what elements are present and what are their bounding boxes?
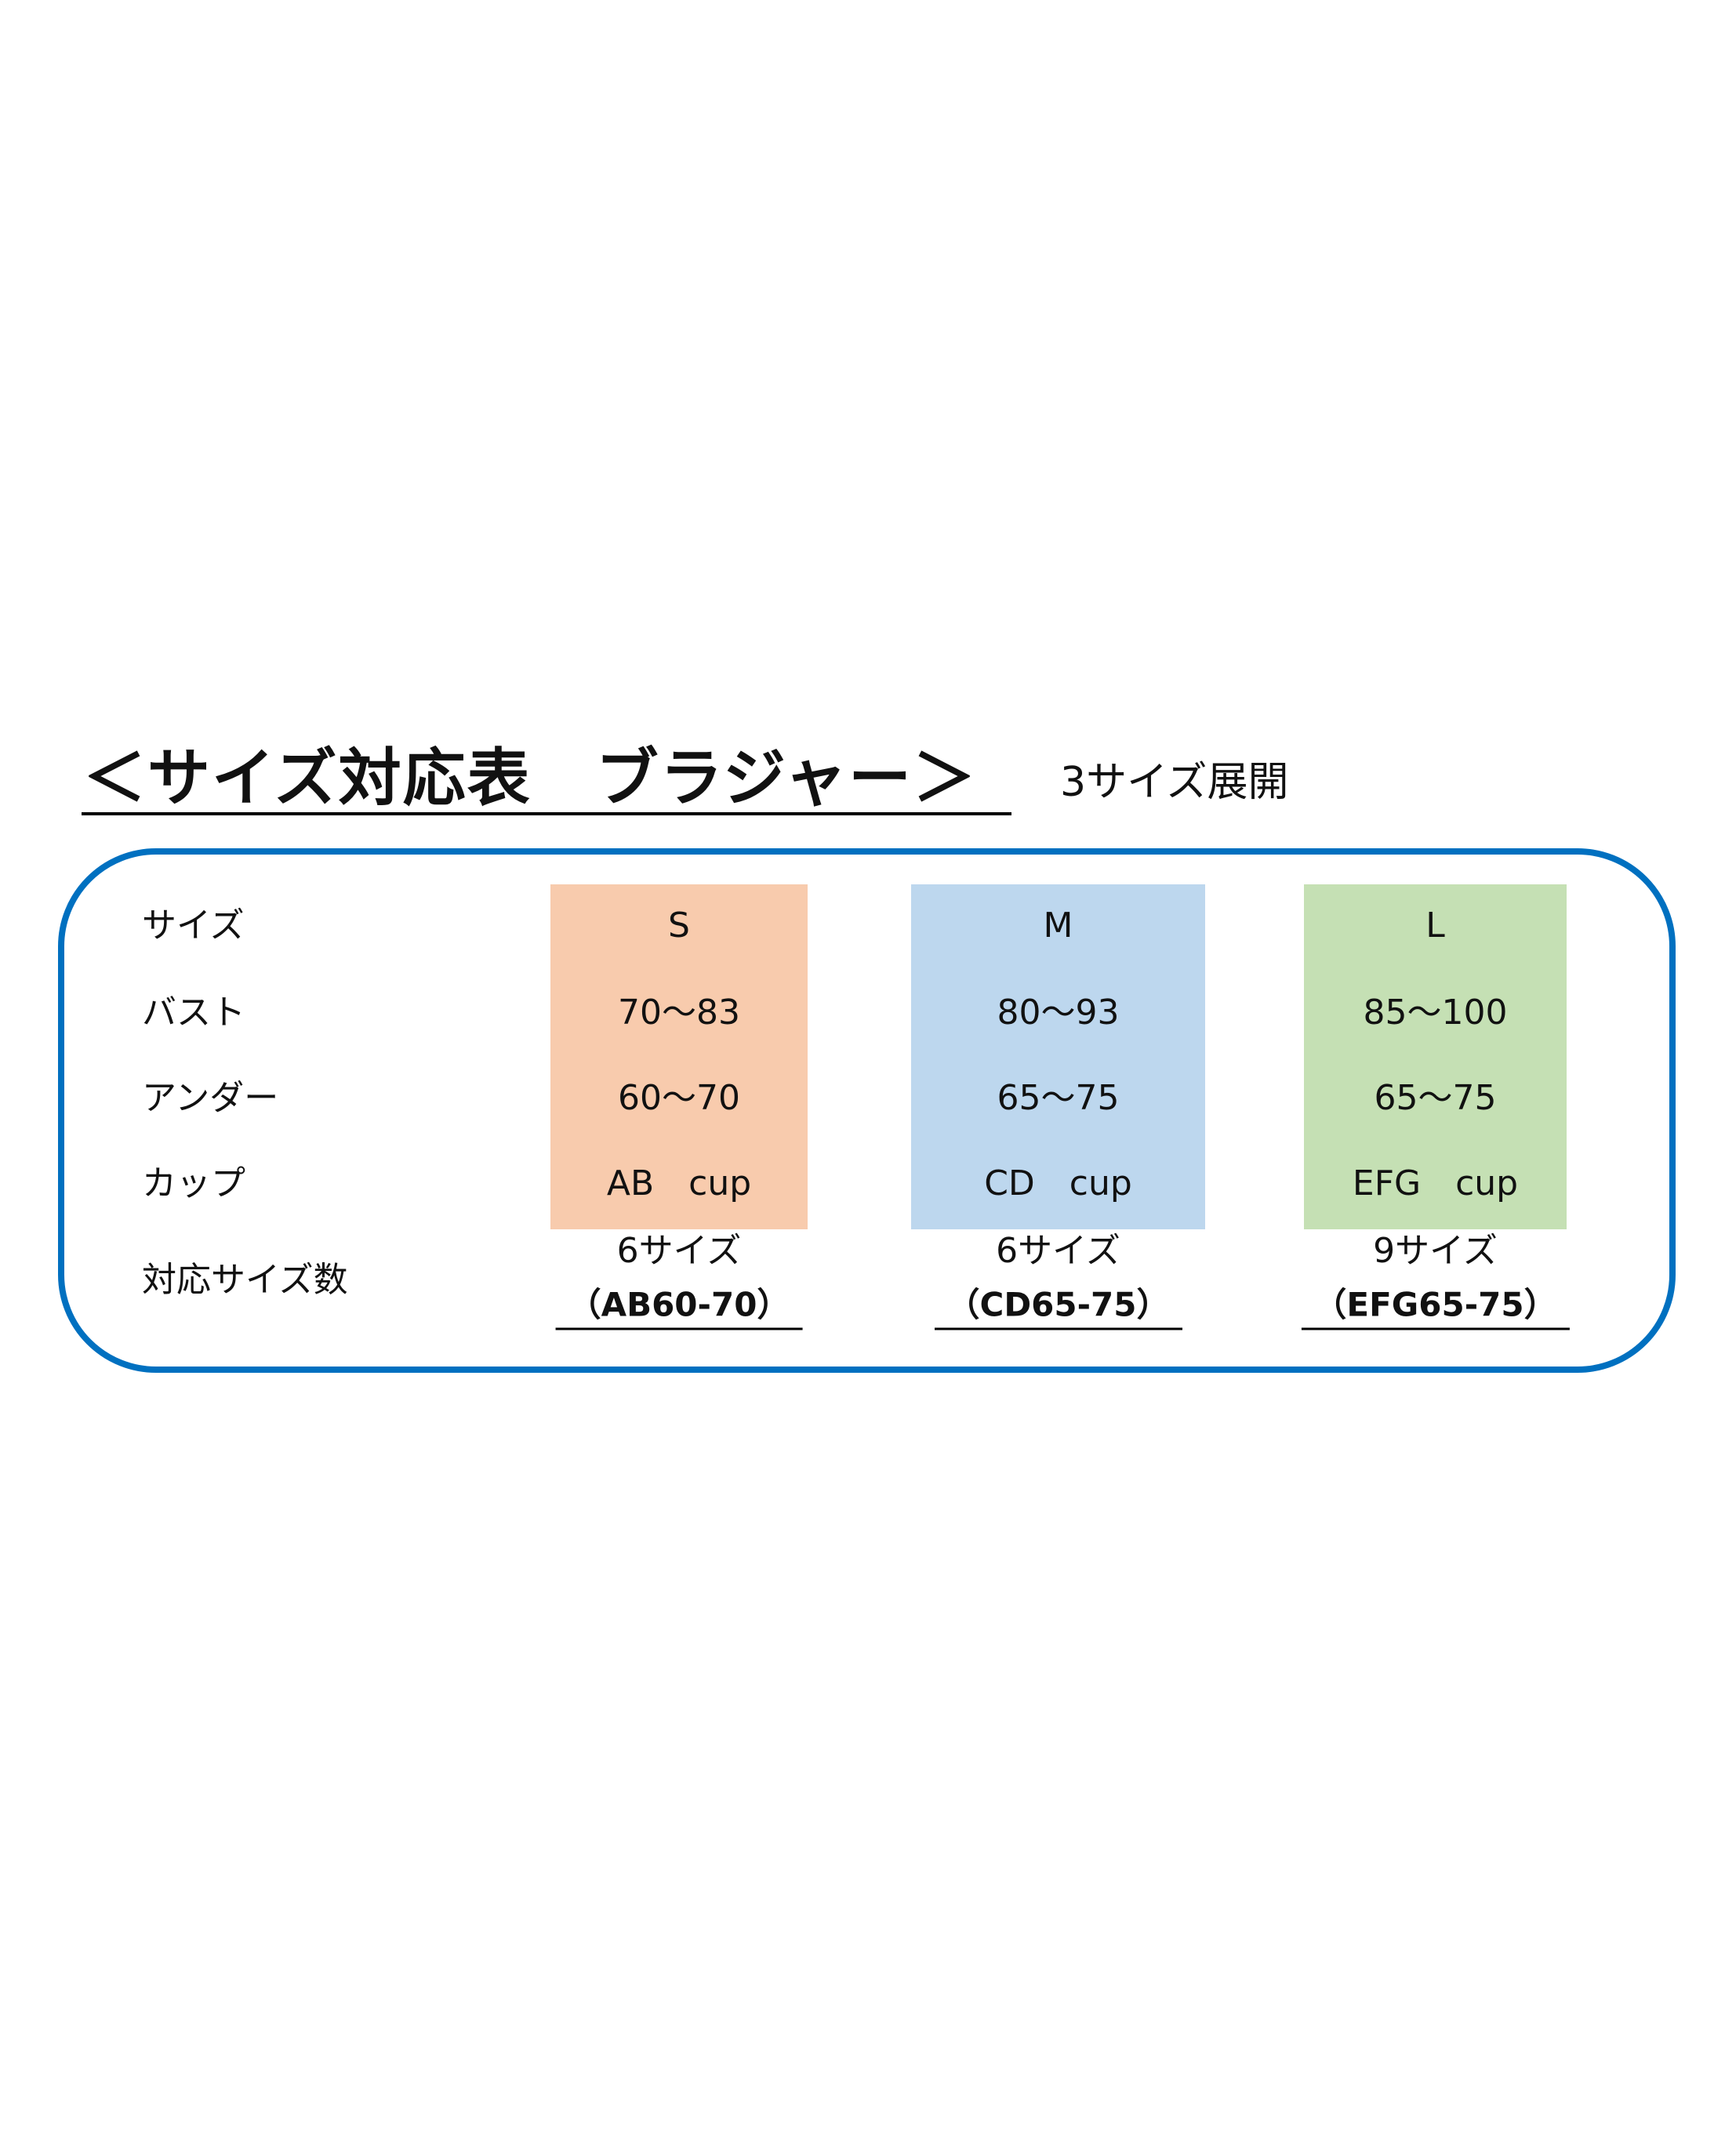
cell-size: L: [1425, 906, 1445, 946]
cell-bust: 85〜100: [1363, 993, 1508, 1033]
cell-count: 6サイズ: [996, 1231, 1120, 1271]
cell-size-code: （CD65-75）: [934, 1286, 1182, 1330]
cell-bust: 70〜83: [618, 993, 740, 1033]
cell-size-code: （EFG65-75）: [1301, 1286, 1570, 1330]
row-label-count: 対応サイズ数: [142, 1260, 348, 1300]
page-title: ＜サイズ対応表 ブラジャー＞: [83, 742, 977, 815]
cell-cup: AB cup: [606, 1163, 752, 1203]
subtitle: 3サイズ展開: [1060, 759, 1289, 806]
title-underline: [82, 812, 1011, 815]
cell-cup: EFG cup: [1352, 1163, 1519, 1203]
cell-cup: CD cup: [984, 1163, 1132, 1203]
cell-count: 9サイズ: [1373, 1231, 1498, 1271]
cell-under: 60〜70: [618, 1078, 740, 1118]
size-table-frame: [58, 848, 1676, 1373]
row-label-size: サイズ: [142, 906, 245, 946]
row-label-cup: カップ: [142, 1163, 245, 1203]
size-column-l: [1304, 884, 1567, 1229]
cell-count: 6サイズ: [616, 1231, 742, 1271]
cell-under: 65〜75: [1374, 1078, 1497, 1118]
row-label-bust: バスト: [142, 993, 245, 1033]
size-column-s: [550, 884, 808, 1229]
cell-size: M: [1043, 906, 1073, 946]
cell-size: S: [668, 906, 690, 946]
cell-size-code: （AB60-70）: [555, 1286, 803, 1330]
cell-under: 65〜75: [997, 1078, 1120, 1118]
row-label-under: アンダー: [142, 1078, 279, 1118]
cell-bust: 80〜93: [997, 993, 1120, 1033]
size-column-m: [911, 884, 1205, 1229]
